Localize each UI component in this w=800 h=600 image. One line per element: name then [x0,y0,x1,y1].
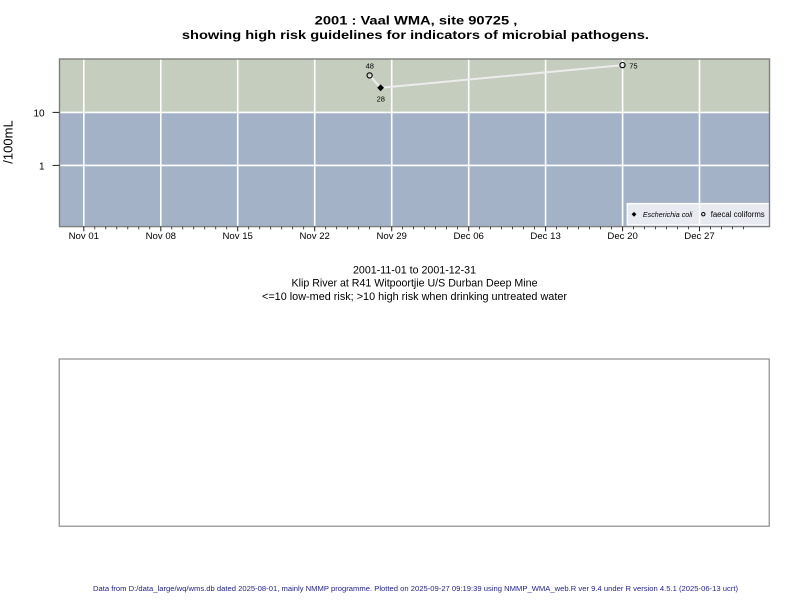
svg-text:<=10 low-med risk; >10 high ri: <=10 low-med risk; >10 high risk when dr… [262,291,567,303]
svg-text:75: 75 [629,61,637,70]
svg-text:Klip River at R41 Witpoortjie: Klip River at R41 Witpoortjie U/S Durban… [292,278,538,290]
svg-text:Nov 22: Nov 22 [299,231,329,242]
svg-text:showing high risk guidelines f: showing high risk guidelines for indicat… [182,28,649,42]
svg-text:faecal coliforms: faecal coliforms [711,210,765,219]
svg-text:10: 10 [33,109,45,120]
svg-text:1: 1 [39,161,45,172]
svg-text:Dec 13: Dec 13 [530,231,560,242]
svg-text:28: 28 [377,95,385,104]
svg-text:Data from D:/data_large/wq/wms: Data from D:/data_large/wq/wms.db dated … [93,584,738,593]
svg-text:48: 48 [366,62,374,71]
svg-text:Dec 20: Dec 20 [607,231,637,242]
svg-text:2001-11-01 to 2001-12-31: 2001-11-01 to 2001-12-31 [353,264,476,276]
svg-text:Dec 27: Dec 27 [684,231,714,242]
svg-text:2001 : Vaal WMA, site 90725 ,: 2001 : Vaal WMA, site 90725 , [315,14,518,28]
svg-text:Nov 15: Nov 15 [222,231,252,242]
svg-text:Escherichia coli: Escherichia coli [643,210,693,219]
svg-text:/100mL: /100mL [1,120,16,163]
svg-text:Nov 01: Nov 01 [69,231,99,242]
svg-text:Nov 08: Nov 08 [146,231,176,242]
svg-text:Dec 06: Dec 06 [453,231,483,242]
svg-text:Nov 29: Nov 29 [376,231,406,242]
